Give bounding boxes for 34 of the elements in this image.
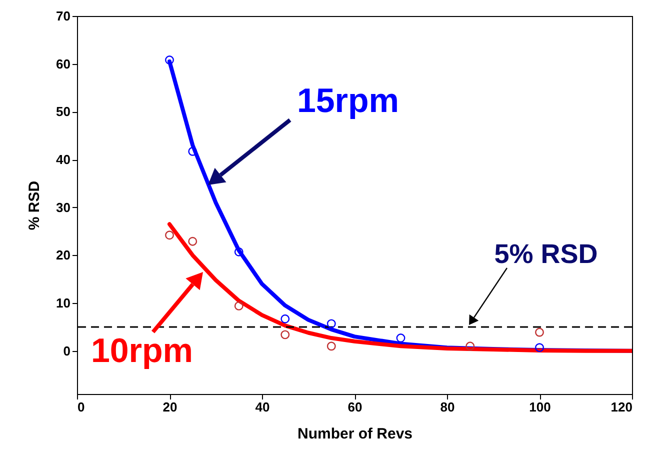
y-tick-label: 10 — [56, 296, 70, 311]
point — [188, 146, 198, 156]
x-axis-title: Number of Revs — [297, 426, 413, 442]
point — [280, 330, 290, 340]
point — [234, 301, 244, 310]
y-tick-label: 0 — [63, 343, 70, 358]
legend-label: 10rpm — [90, 332, 194, 370]
x-tick-label: 60 — [348, 400, 362, 414]
x-tick-label: 40 — [255, 400, 270, 414]
x-tick-label: 0 — [78, 400, 85, 414]
x-tick-label: 80 — [440, 400, 455, 414]
x-tick-label: 20 — [162, 400, 178, 414]
y-axis-title: % RSD — [26, 180, 44, 230]
point — [326, 319, 336, 328]
y-tick-label: 70 — [56, 8, 70, 24]
point — [396, 334, 406, 342]
x-tick-label: 120 — [610, 400, 632, 414]
y-tick-label: 40 — [56, 152, 70, 168]
y-tick-label: 20 — [56, 248, 70, 263]
point — [535, 343, 544, 352]
x-tick-label: 100 — [529, 400, 551, 414]
point — [280, 314, 290, 324]
point — [165, 56, 174, 64]
y-tick-label: 60 — [56, 56, 70, 72]
point — [535, 328, 544, 337]
ref-line-label: 5% RSD — [494, 239, 598, 269]
point — [165, 230, 174, 240]
point — [466, 342, 475, 351]
point — [234, 247, 244, 256]
y-tick-label: 30 — [56, 200, 70, 215]
y-tick-label: 50 — [56, 104, 70, 120]
text: 15rpm — [296, 82, 400, 120]
point — [326, 342, 336, 351]
point — [188, 236, 198, 246]
